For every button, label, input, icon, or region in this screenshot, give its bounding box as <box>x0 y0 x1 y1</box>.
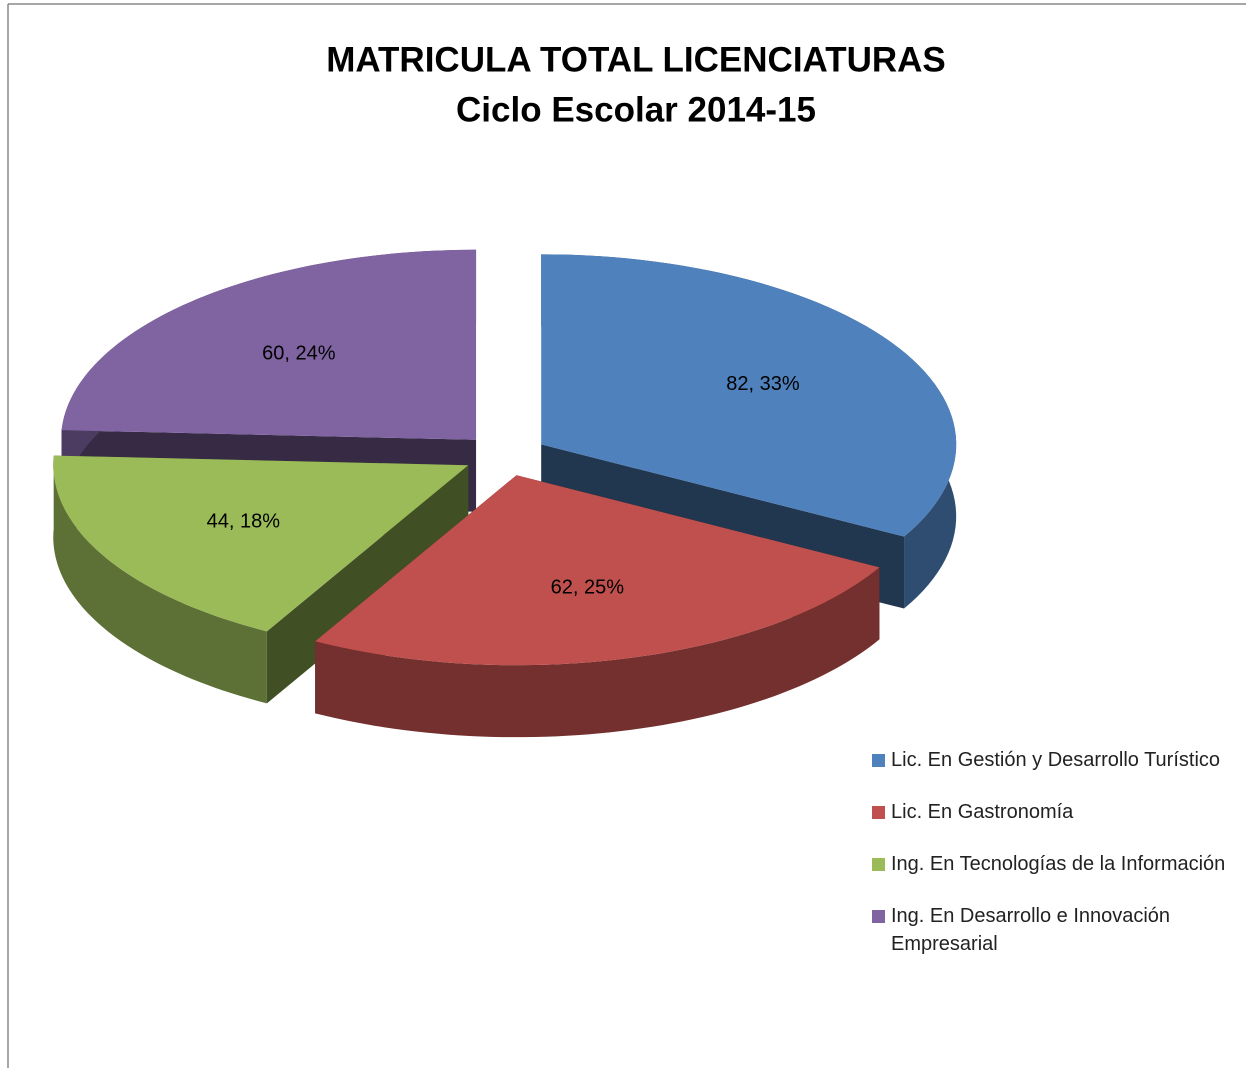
legend-swatch <box>872 910 885 923</box>
chart-subtitle: Ciclo Escolar 2014-15 <box>456 90 816 129</box>
slice-rim <box>315 567 880 738</box>
slice <box>53 455 469 632</box>
legend-swatch <box>872 754 885 767</box>
pie: 82, 33% 62, 25% 44, 18% 60, 24% <box>53 249 957 738</box>
data-label: 60, 24% <box>262 343 336 365</box>
legend-label: Ing. En Tecnologías de la Información <box>891 853 1226 875</box>
legend-item: Lic. En Gestión y Desarrollo Turístico <box>872 746 1232 774</box>
chart-title: MATRICULA TOTAL LICENCIATURAS <box>326 40 946 79</box>
legend-item: Ing. En Desarrollo e Innovación Empresar… <box>872 902 1232 958</box>
slice <box>61 249 477 440</box>
legend-label: Lic. En Gastronomía <box>891 801 1074 823</box>
data-label: 82, 33% <box>726 373 800 395</box>
slice <box>315 475 880 666</box>
slice <box>541 254 957 537</box>
legend-item: Lic. En Gastronomía <box>872 798 1232 826</box>
data-label: 44, 18% <box>207 511 281 533</box>
legend-label: Lic. En Gestión y Desarrollo Turístico <box>891 749 1221 771</box>
legend: Lic. En Gestión y Desarrollo Turístico Li… <box>872 746 1232 958</box>
data-label: 62, 25% <box>551 577 625 599</box>
legend-item: Ing. En Tecnologías de la Información <box>872 850 1232 878</box>
legend-swatch <box>872 806 885 819</box>
slice-rim <box>53 455 267 704</box>
legend-swatch <box>872 858 885 871</box>
legend-label: Ing. En Desarrollo e Innovación Empresar… <box>891 905 1171 955</box>
